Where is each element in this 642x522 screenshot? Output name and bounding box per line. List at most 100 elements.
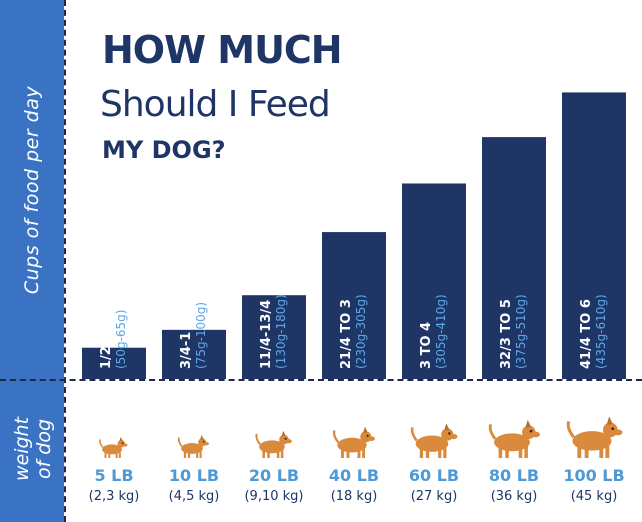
dog-ear — [281, 430, 286, 437]
dog-icon — [99, 436, 128, 458]
bar-label-grams: (130g-180g) — [274, 294, 288, 369]
bar-label-grams: (375g-510g) — [514, 294, 528, 369]
bar-label-cups: 3 TO 4 — [419, 322, 434, 369]
dog-leg — [438, 443, 442, 458]
dog-icon — [488, 419, 541, 458]
dog-tail — [488, 423, 497, 440]
dog-leg — [425, 443, 430, 458]
tick-label-kg: (45 kg) — [571, 489, 618, 504]
dog-eye — [284, 437, 287, 440]
dog-tail — [99, 439, 104, 448]
bar — [82, 347, 146, 379]
dog-leg — [276, 446, 280, 458]
dog-leg — [104, 449, 107, 458]
tick-label-lb: 5 LB — [94, 466, 133, 485]
dog-leg — [118, 449, 121, 458]
dog-leg — [262, 446, 265, 458]
vertical-divider — [64, 0, 66, 522]
dog-ear — [119, 436, 123, 442]
dog-leg — [362, 445, 366, 458]
title-line2: Should I Feed — [100, 84, 331, 125]
dog-leg — [419, 443, 424, 458]
title-line1: HOW MUCH — [102, 28, 343, 72]
dog-tail — [255, 433, 261, 445]
bar — [482, 137, 546, 379]
dog-snout — [203, 442, 209, 446]
dog-leg — [196, 448, 199, 458]
dog-icon — [177, 434, 209, 458]
bar-label-grams: (435g-610g) — [594, 294, 608, 369]
dog-tail — [566, 420, 575, 439]
bar — [242, 295, 306, 379]
dog-leg — [505, 442, 509, 458]
bar-label-cups: 1/2-5/8 — [99, 318, 114, 369]
bar — [162, 329, 226, 379]
tick-label-kg: (36 kg) — [491, 489, 538, 504]
dog-snout — [122, 443, 128, 447]
dog-icon — [566, 416, 623, 458]
bar-label-grams: (75g-100g) — [194, 302, 208, 369]
tick-label-lb: 20 LB — [249, 466, 299, 485]
dog-leg — [443, 443, 447, 458]
bar-label-cups: 32/3 TO 5 — [499, 299, 514, 369]
dog-leg — [599, 440, 604, 458]
dog-tail — [410, 426, 418, 442]
dog-leg — [346, 445, 350, 458]
dog-leg — [584, 440, 589, 458]
dog-icon — [332, 426, 375, 458]
bar — [562, 92, 626, 380]
axis-band — [0, 0, 64, 522]
dog-leg — [280, 446, 284, 458]
dog-leg — [577, 440, 582, 458]
bar-label-grams: (305g-410g) — [434, 294, 448, 369]
dog-icon — [410, 423, 458, 458]
dog-leg — [340, 445, 344, 458]
bar-label-cups: 21/4 TO 3 — [339, 299, 354, 369]
horizontal-divider — [0, 379, 642, 381]
tick-label-kg: (4,5 kg) — [169, 489, 220, 504]
title-line3: MY DOG? — [102, 136, 226, 164]
tick-label-lb: 60 LB — [409, 466, 459, 485]
tick-label-lb: 100 LB — [563, 466, 624, 485]
dog-leg — [115, 449, 118, 458]
dog-leg — [199, 448, 202, 458]
dog-leg — [524, 442, 528, 458]
dog-snout — [612, 429, 623, 436]
dog-leg — [267, 446, 270, 458]
dog-ear — [525, 419, 532, 428]
dog-icon — [255, 430, 292, 458]
dog-snout — [449, 434, 458, 440]
dog-snout — [285, 439, 292, 444]
bar-label-grams: (230g-305g) — [354, 294, 368, 369]
tick-label-lb: 80 LB — [489, 466, 539, 485]
tick-label-kg: (9,10 kg) — [244, 489, 303, 504]
dog-ear — [606, 416, 613, 426]
dog-leg — [357, 445, 361, 458]
dog-leg — [518, 442, 523, 458]
bar-label-cups: 11/4-13/4 — [259, 300, 274, 369]
dog-tail — [177, 437, 183, 447]
tick-label-lb: 10 LB — [169, 466, 219, 485]
dog-eye — [202, 440, 205, 443]
dog-leg — [498, 442, 503, 458]
bar — [322, 232, 386, 379]
dog-eye — [611, 427, 615, 431]
dog-leg — [108, 449, 111, 458]
dog-leg — [187, 448, 191, 458]
dog-snout — [531, 431, 541, 438]
dog-eye — [366, 434, 369, 438]
tick-label-kg: (18 kg) — [331, 489, 378, 504]
tick-label-kg: (27 kg) — [411, 489, 458, 504]
dog-snout — [367, 436, 375, 441]
dog-leg — [183, 448, 187, 458]
dog-eye — [529, 429, 533, 433]
bar — [402, 183, 466, 379]
dog-ear — [444, 423, 450, 431]
dog-tail — [332, 429, 340, 444]
dog-eye — [121, 442, 124, 444]
tick-label-kg: (2,3 kg) — [89, 489, 140, 504]
bar-label-cups: 41/4 TO 6 — [579, 299, 594, 369]
dog-leg — [605, 440, 610, 458]
dog-eye — [448, 432, 451, 435]
